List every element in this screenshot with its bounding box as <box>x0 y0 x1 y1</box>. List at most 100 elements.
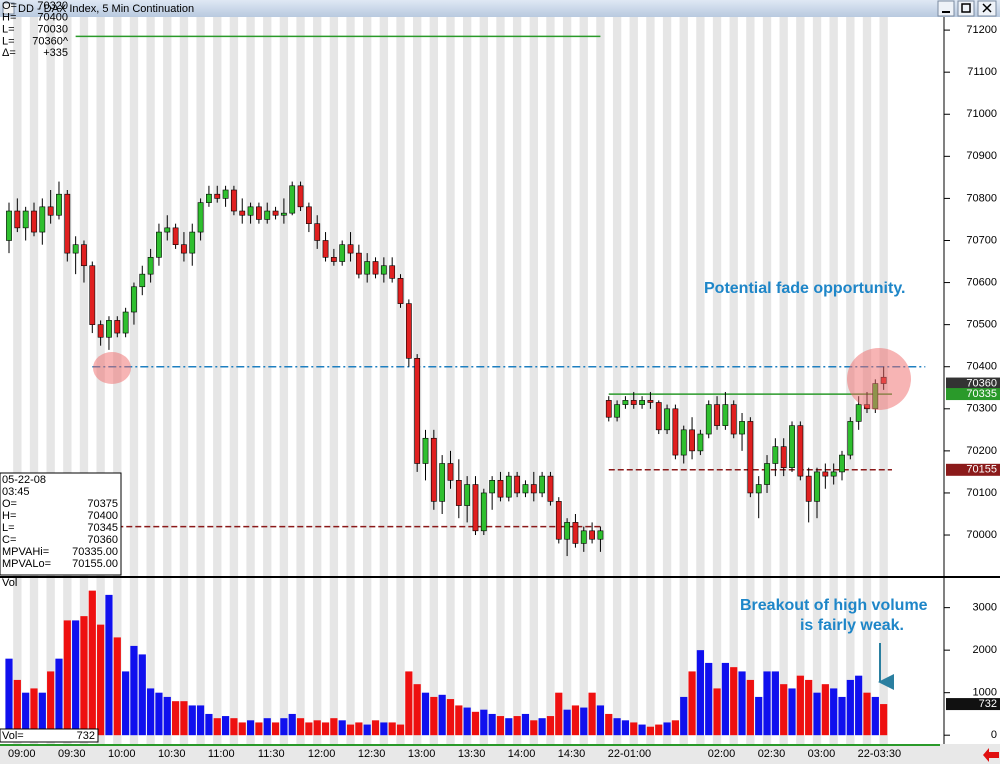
scroll-arrow[interactable] <box>983 748 999 762</box>
candle-body <box>522 484 529 494</box>
volume-bar <box>696 650 704 736</box>
volume-bar <box>880 704 888 736</box>
volume-bar <box>571 705 580 736</box>
bar-stripe <box>562 17 572 744</box>
window-icon <box>2 2 15 15</box>
candle-body <box>764 463 770 485</box>
volume-bar <box>238 722 246 736</box>
y-tick-label: 70500 <box>966 319 997 331</box>
volume-bar <box>863 692 871 736</box>
candle-body <box>572 522 579 544</box>
info-label: Δ= <box>2 47 16 59</box>
candle-body <box>297 185 304 208</box>
candle-body <box>630 400 637 405</box>
bar-stripe <box>229 17 239 744</box>
readout-value: 70375 <box>87 498 118 510</box>
x-tick-label: 14:30 <box>558 748 586 760</box>
candle-body <box>330 257 337 262</box>
y-tick-label: 71000 <box>966 108 997 120</box>
candle-body <box>264 210 271 220</box>
candle-body <box>189 231 196 254</box>
candle-body <box>789 425 795 469</box>
y-tick-label: 0 <box>991 729 997 741</box>
candle-body <box>839 454 845 473</box>
x-tick-label: 22-01:00 <box>608 748 651 760</box>
candle-body <box>405 303 412 359</box>
volume-bar <box>471 711 480 736</box>
volume-bar <box>671 720 679 736</box>
candle-body <box>147 257 154 275</box>
bar-stripe <box>579 17 588 744</box>
bar-stripe <box>646 17 655 744</box>
bar-stripe <box>529 17 538 744</box>
candle-body <box>697 433 704 452</box>
candle-body <box>680 429 687 456</box>
candle-body <box>39 206 46 233</box>
candle-body <box>339 244 346 262</box>
readout-label: MPVALo= <box>2 558 51 570</box>
candle-body <box>689 429 695 452</box>
annotation: Potential fade opportunity. <box>704 280 905 297</box>
bar-stripe <box>179 17 189 744</box>
volume-bar <box>763 671 771 736</box>
y-tick-label: 70600 <box>966 276 997 288</box>
volume-bar <box>663 722 671 736</box>
volume-bar <box>113 637 121 736</box>
y-tick-label: 70300 <box>966 403 997 415</box>
candle-body <box>97 324 104 338</box>
readout-value: 70400 <box>87 510 118 522</box>
candle-body <box>597 530 604 540</box>
volume-bar <box>430 696 438 736</box>
readout-value: 70360 <box>87 534 118 546</box>
bar-stripe <box>762 17 772 744</box>
candle-body <box>172 227 179 245</box>
volume-bar <box>421 692 430 736</box>
info-value: 70030 <box>37 24 68 36</box>
candle-body <box>539 475 546 494</box>
info-label: H= <box>2 12 16 24</box>
candle-body <box>6 210 12 241</box>
bar-stripe <box>779 17 788 744</box>
volume-bar <box>605 713 613 736</box>
volume-bar <box>821 684 829 736</box>
bar-stripe <box>246 17 255 744</box>
volume-bar <box>521 713 530 736</box>
window-title: DD - DAX Index, 5 Min Continuation <box>18 3 194 15</box>
volume-bar <box>97 624 105 736</box>
y-tick-label: 3000 <box>973 602 997 614</box>
volume-bar <box>730 667 738 736</box>
value-box <box>946 388 1000 401</box>
readout-date: 05-22-08 <box>2 474 46 486</box>
candle-body <box>255 206 262 220</box>
volume-bar <box>371 720 380 736</box>
candle-body <box>639 400 645 405</box>
info-label: O= <box>2 0 17 12</box>
candle-body <box>447 463 454 481</box>
volume-bar <box>255 722 263 736</box>
candle-body <box>31 210 37 233</box>
volume-bar <box>646 726 655 736</box>
minimize-button[interactable] <box>937 0 955 17</box>
volume-bar <box>805 679 813 736</box>
info-value: 70320 <box>37 0 68 12</box>
candle-body <box>655 402 662 431</box>
volume-bar <box>130 645 138 736</box>
volume-bar <box>205 713 213 736</box>
volume-bar <box>30 688 38 736</box>
bar-stripe <box>746 17 755 744</box>
candle-body <box>81 244 87 267</box>
volume-bar <box>846 679 854 736</box>
candle-body <box>830 471 837 477</box>
volume-bar <box>513 716 521 736</box>
volume-bar <box>63 620 71 736</box>
y-tick-label: 70900 <box>966 150 997 162</box>
volume-bar <box>655 724 663 736</box>
volume-bar <box>288 713 296 736</box>
bar-stripe <box>313 17 322 744</box>
candle-body <box>455 480 462 506</box>
candle-body <box>514 475 521 494</box>
volume-bar <box>38 692 46 736</box>
x-tick-label: 11:30 <box>258 748 285 760</box>
candle-body <box>114 320 121 334</box>
